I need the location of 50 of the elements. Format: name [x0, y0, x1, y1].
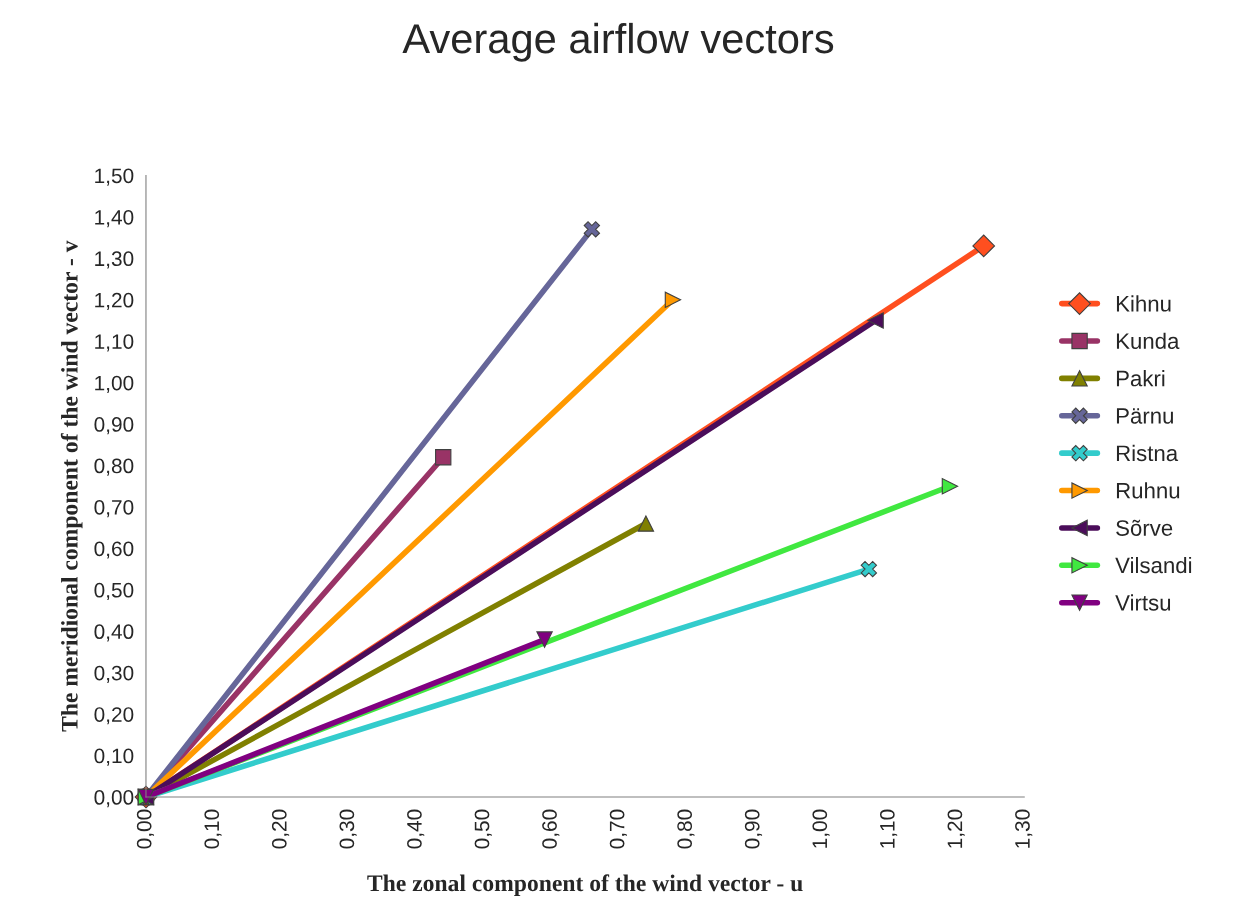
y-tick-label: 0,90 — [94, 417, 134, 435]
point — [536, 631, 553, 648]
legend-label: Kihnu — [1116, 295, 1171, 312]
y-tick-label: 0,30 — [94, 665, 134, 683]
x-tick-label: 0,10 — [204, 809, 222, 849]
x-axis-title: The zonal component of the wind vector - u — [367, 874, 803, 897]
x-tick-label: 0,90 — [744, 809, 763, 849]
legend-label: Virtsu — [1115, 594, 1171, 611]
x-tick-label: 0,20 — [271, 809, 290, 849]
point — [637, 515, 655, 532]
y-tick-label: 1,10 — [95, 334, 134, 352]
x-tick-label: 0,40 — [407, 809, 425, 849]
y-tick-label: 0,60 — [94, 541, 134, 559]
chart-title: Average airflow vectors — [402, 22, 834, 62]
x-tick-label: 0,60 — [542, 809, 560, 849]
x-tick-label: 1,00 — [812, 809, 830, 848]
y-tick-label: 1,20 — [95, 292, 134, 311]
legend-label: Ruhnu — [1116, 482, 1180, 499]
point — [435, 449, 452, 466]
y-tick-label: 0,00 — [94, 790, 134, 808]
point — [664, 291, 682, 308]
y-tick-label: 1,00 — [95, 375, 134, 393]
legend-label: Pärnu — [1116, 408, 1173, 424]
point — [972, 234, 996, 258]
x-tick-label: 0,70 — [609, 809, 627, 849]
legend-label: Vilsandi — [1115, 556, 1192, 574]
legend-label: Pakri — [1116, 370, 1165, 387]
y-tick-label: 1,30 — [95, 251, 134, 269]
y-tick-label: 0,50 — [94, 582, 134, 601]
x-tick-label: 1,30 — [1015, 809, 1033, 848]
legend-label: Sõrve — [1116, 519, 1173, 536]
point — [867, 312, 884, 329]
point — [941, 478, 959, 495]
x-tick-label: 0,50 — [474, 809, 492, 849]
x-tick-label: 0,30 — [339, 809, 357, 849]
y-tick-label: 0,20 — [94, 707, 134, 725]
y-tick-label: 0,10 — [94, 748, 134, 766]
y-tick-label: 0,80 — [94, 458, 134, 476]
y-tick-label: 0,40 — [94, 624, 134, 642]
point — [860, 560, 878, 578]
x-tick-label: 1,10 — [879, 809, 898, 848]
y-tick-label: 1,50 — [95, 168, 134, 186]
legend-label: Kunda — [1116, 332, 1180, 349]
point — [583, 221, 601, 238]
y-tick-label: 1,40 — [95, 209, 134, 228]
y-axis-title: The meridional component of the wind vector - v — [60, 240, 83, 732]
x-tick-label: 1,20 — [947, 809, 965, 848]
x-tick-label: 0,80 — [677, 809, 695, 849]
legend-label: Ristna — [1116, 444, 1179, 462]
y-tick-label: 0,70 — [94, 499, 134, 518]
